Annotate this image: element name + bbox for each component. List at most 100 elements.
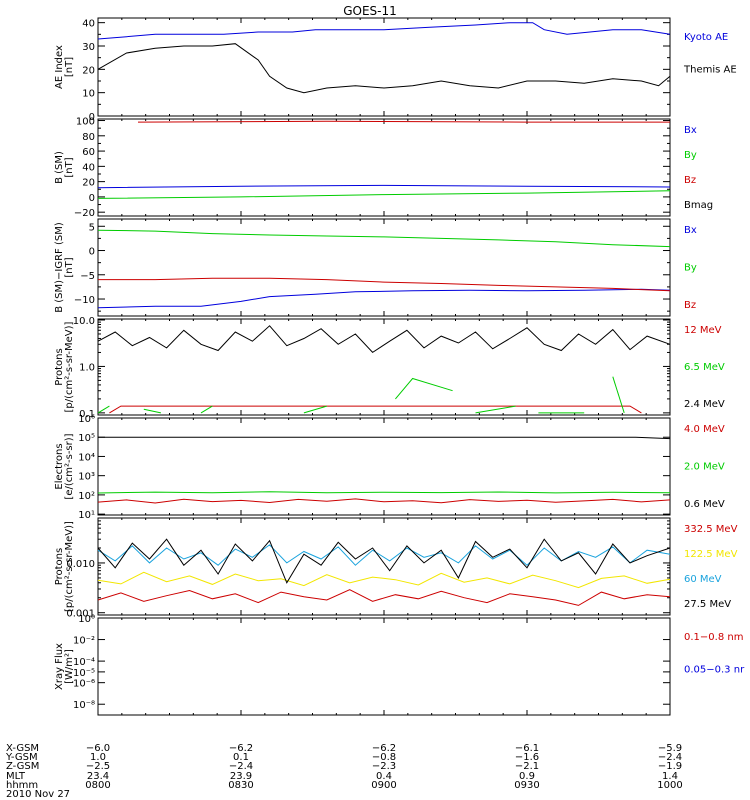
series-line-12-mev [109, 405, 642, 414]
series-line-2-4-mev [97, 325, 671, 354]
x-table-value: 23.4 [87, 771, 109, 782]
y-tick-label: 10⁻² [73, 636, 95, 647]
y-tick-label: 10⁻⁶ [73, 679, 95, 690]
x-table-value: −5.9 [658, 743, 682, 754]
y-axis-label: [W/m²] [64, 649, 75, 684]
y-axis-label: Protons [54, 548, 65, 585]
y-tick-label: 0.010 [66, 559, 95, 570]
legend-12-mev: 12 MeV [684, 325, 722, 336]
series-line-by [97, 229, 671, 248]
y-tick-label: 10⁻⁴ [73, 657, 95, 668]
y-tick-label: 0.001 [66, 609, 95, 620]
x-table-value: 0.4 [376, 771, 392, 782]
series-line-6-5-mev [475, 405, 516, 414]
x-table-value: 1.0 [90, 752, 106, 763]
y-axis-label: [nT] [64, 57, 75, 77]
y-tick-label: 0 [89, 193, 95, 204]
y-tick-label: 10.0 [73, 316, 95, 327]
x-table-value: −2.4 [229, 761, 253, 772]
y-tick-label: −10 [74, 295, 95, 306]
x-table-row-label: hhmm [6, 780, 38, 791]
x-table-value: 0.9 [519, 771, 535, 782]
y-tick-label: 10⁰ [78, 614, 95, 625]
x-table-value: 0800 [85, 780, 110, 791]
series-line-2-0-mev [97, 491, 671, 494]
y-tick-label: 0.1 [79, 409, 95, 420]
series-line-bx [97, 184, 671, 189]
x-table-value: −2.1 [515, 761, 539, 772]
series-line-6-5-mev [97, 405, 110, 414]
x-table-value: −0.8 [372, 752, 396, 763]
legend-6-5-mev: 6.5 MeV [684, 362, 725, 373]
x-table-value: 1.4 [662, 771, 678, 782]
y-tick-label: 40 [82, 162, 95, 173]
panel-4-frame [97, 318, 671, 416]
legend-60-mev: 60 MeV [684, 574, 722, 585]
x-table-row-label: Z-GSM [6, 761, 39, 772]
x-table-row-label: 2010 Nov 27 [6, 789, 70, 800]
y-tick-label: 10 [82, 89, 95, 100]
legend-bmag: Bmag [684, 200, 713, 211]
y-tick-label: 1.0 [79, 362, 95, 373]
legend-0-6-mev: 0.6 MeV [684, 499, 725, 510]
figure-title: GOES-11 [343, 4, 397, 18]
series-line-6-5-mev [303, 405, 327, 414]
y-tick-label: 10³ [78, 472, 95, 483]
legend-bz: Bz [684, 175, 696, 186]
y-tick-label: 100 [76, 117, 95, 128]
y-tick-label: 20 [82, 65, 95, 76]
y-tick-label: −20 [74, 208, 95, 219]
series-line-kyoto-ae [97, 22, 671, 40]
x-table-value: 23.9 [230, 771, 252, 782]
y-tick-label: 80 [82, 132, 95, 143]
x-table-value: −2.4 [658, 752, 682, 763]
legend-0-1-0-8-nm: 0.1−0.8 nm [684, 632, 743, 643]
series-line-60-mev [97, 544, 671, 566]
y-axis-label: Protons [54, 348, 65, 385]
series-line-6-5-mev [395, 377, 453, 400]
x-table-value: 0930 [514, 780, 539, 791]
x-table-value: 0.1 [233, 752, 249, 763]
legend-themis-ae: Themis AE [683, 65, 737, 76]
legend-2-4-mev: 2.4 MeV [684, 399, 725, 410]
x-table-row-label: X-GSM [6, 743, 39, 754]
x-table-value: −1.6 [515, 752, 539, 763]
series-line-themis-ae [97, 43, 671, 94]
y-axis-label: [e/(cm²-s-sr)] [64, 433, 75, 499]
legend-kyoto-ae: Kyoto AE [684, 32, 728, 43]
y-tick-label: 30 [82, 42, 95, 53]
series-line-4-0-mev [97, 498, 671, 504]
legend-332-5-mev: 332.5 MeV [684, 524, 738, 535]
x-table-value: 0830 [228, 780, 253, 791]
y-axis-label: B (SM) [54, 151, 65, 184]
legend-2-0-mev: 2.0 MeV [684, 462, 725, 473]
y-tick-label: 10² [78, 491, 95, 502]
x-table-row-label: Y-GSM [5, 752, 38, 763]
y-tick-label: 10¹ [78, 510, 95, 521]
panel-6-frame [97, 517, 671, 616]
series-line-122-5-mev [97, 571, 671, 589]
x-table-value: −6.0 [86, 743, 110, 754]
y-tick-label: 0 [89, 112, 95, 123]
legend-122-5-mev: 122.5 MeV [684, 549, 738, 560]
y-tick-label: 10⁴ [78, 452, 95, 463]
legend-by: By [684, 263, 697, 274]
y-axis-label: B (SM)−IGRF (SM) [54, 222, 65, 313]
x-table-value: 0900 [371, 780, 396, 791]
series-line-bx [97, 288, 671, 309]
y-tick-label: −5 [80, 271, 95, 282]
y-axis-label: AE Index [54, 45, 65, 89]
legend-by: By [684, 150, 697, 161]
y-tick-label: 5 [89, 222, 95, 233]
panel-7-frame [97, 617, 671, 716]
series-line-27-5-mev [97, 538, 671, 584]
y-tick-label: 10⁻⁵ [73, 668, 95, 679]
x-table-value: −6.2 [229, 743, 253, 754]
legend-bz: Bz [684, 300, 696, 311]
legend-bx: Bx [684, 225, 697, 236]
y-tick-label: 10⁶ [78, 414, 95, 425]
panel-2-frame [97, 118, 671, 217]
series-line-6-5-mev [200, 405, 213, 414]
y-tick-label: 20 [82, 178, 95, 189]
